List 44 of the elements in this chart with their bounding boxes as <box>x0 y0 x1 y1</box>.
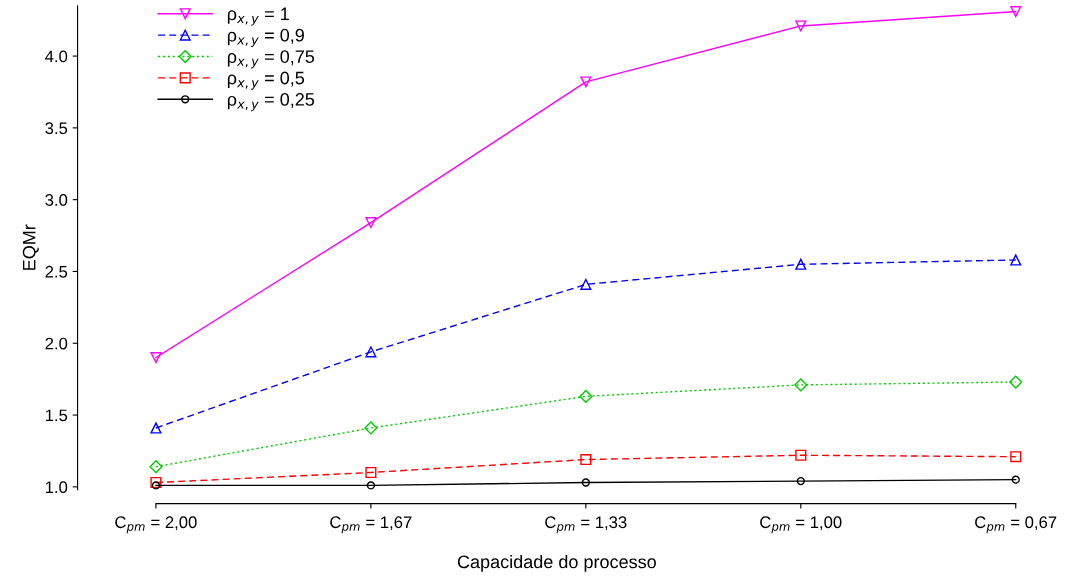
point <box>1010 451 1022 463</box>
point <box>581 478 591 487</box>
y-tick-label: 3.5 <box>45 122 68 135</box>
point <box>149 460 163 474</box>
point <box>150 476 162 489</box>
y-tick-label: 2.5 <box>45 265 68 278</box>
x-tick-label: C$_{pm}$ = 2,00 <box>115 516 197 534</box>
point <box>366 481 376 490</box>
point <box>580 454 592 466</box>
point <box>795 20 807 32</box>
point <box>579 389 593 403</box>
point <box>1011 475 1020 484</box>
point <box>364 421 378 435</box>
point <box>1010 254 1022 266</box>
legend-label: ρ$_{x,y}$ = 0,9 <box>227 28 304 48</box>
x-tick-label: C$_{pm}$ = 1,00 <box>760 516 842 534</box>
x-tick-label: C$_{pm}$ = 1,33 <box>545 516 627 534</box>
point <box>150 352 162 364</box>
point <box>365 466 377 479</box>
point <box>794 378 808 392</box>
y-tick-label: 1.5 <box>45 409 68 422</box>
y-tick-label: 3.0 <box>45 194 68 206</box>
point <box>150 422 162 434</box>
y-tick-label: 2.0 <box>45 337 68 350</box>
point <box>580 278 592 290</box>
x-tick-label: C$_{pm}$ = 1,67 <box>330 516 412 534</box>
y-tick-label: 1.0 <box>45 481 68 494</box>
legend-label: ρ$_{x,y}$ = 0,5 <box>227 71 305 90</box>
point <box>151 481 161 490</box>
x-axis-title: Capacidade do processo <box>457 555 656 572</box>
point <box>365 346 377 358</box>
point <box>580 76 592 88</box>
y-axis-title: EQMr <box>22 224 39 270</box>
point <box>1009 375 1023 389</box>
point <box>795 449 807 461</box>
y-tick-label: 4.0 <box>45 50 68 63</box>
x-tick-label: C$_{pm}$ = 0,67 <box>975 516 1057 534</box>
point <box>365 217 377 229</box>
legend-label: ρ$_{x,y}$ = 1 <box>227 7 289 26</box>
point <box>795 258 807 270</box>
legend-label: ρ$_{x,y}$ = 0,75 <box>227 50 315 69</box>
legend-label: ρ$_{x,y}$ = 0,25 <box>227 92 315 112</box>
point <box>1010 6 1022 18</box>
point <box>796 476 805 486</box>
